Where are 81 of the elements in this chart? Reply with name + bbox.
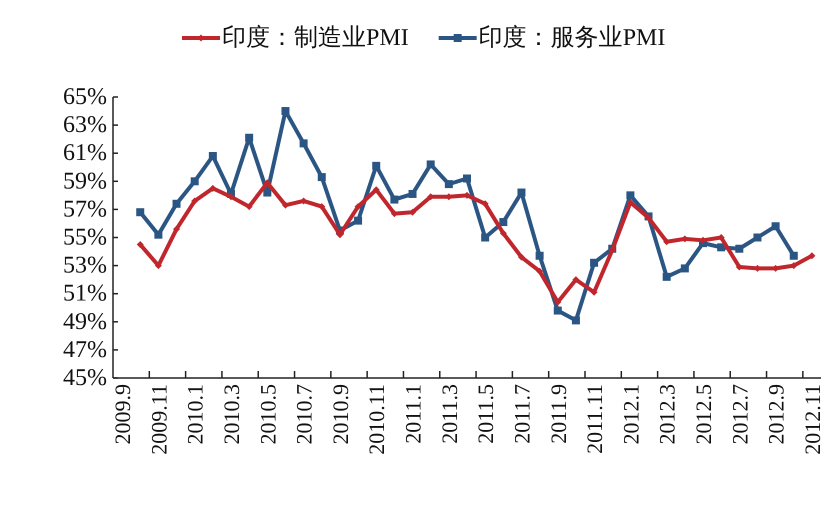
- x-tick-label: 2011.11: [582, 384, 608, 454]
- x-tick-label: 2010.11: [364, 384, 390, 455]
- point: [481, 234, 490, 242]
- point: [154, 230, 162, 239]
- y-tick-label: 57%: [63, 196, 107, 222]
- y-tick-label: 63%: [63, 112, 107, 138]
- x-tick-label: 2010.9: [328, 384, 353, 444]
- point: [408, 190, 417, 198]
- point: [626, 191, 634, 200]
- point: [536, 268, 544, 275]
- x-tick-label: 2010.3: [219, 384, 244, 444]
- x-tick-label: 2011.3: [436, 384, 462, 444]
- point: [662, 272, 671, 281]
- point: [772, 222, 780, 230]
- x-tick-label: 2011.1: [400, 384, 426, 444]
- y-tick-label: 65%: [63, 84, 107, 110]
- legend-label: 印度：制造业PMI: [222, 24, 409, 51]
- x-tick-label: 2010.1: [182, 384, 208, 444]
- point: [209, 184, 216, 192]
- x-tick-label: 2012.9: [764, 384, 789, 444]
- point: [753, 234, 762, 242]
- point: [518, 254, 525, 261]
- point: [136, 241, 144, 248]
- x-tick-label: 2012.7: [727, 384, 752, 444]
- point: [590, 258, 598, 267]
- y-tick-label: 59%: [63, 168, 107, 194]
- point: [318, 203, 326, 210]
- point: [717, 243, 726, 252]
- point: [390, 196, 398, 204]
- point: [228, 193, 234, 200]
- point: [208, 152, 217, 160]
- point: [372, 162, 380, 170]
- point: [136, 208, 144, 216]
- x-tick-label: 2012.11: [800, 384, 825, 455]
- point: [735, 244, 744, 253]
- y-tick-label: 45%: [63, 365, 107, 391]
- point: [500, 230, 507, 237]
- point: [246, 203, 253, 210]
- y-tick-label: 55%: [63, 224, 107, 250]
- point: [463, 174, 471, 182]
- x-tick-label: 2012.3: [654, 384, 680, 444]
- x-tick-label: 2009.9: [110, 384, 136, 444]
- point: [482, 200, 489, 208]
- point: [263, 188, 272, 197]
- legend-label: 印度：服务业PMI: [478, 24, 666, 51]
- x-tick-label: 2010.7: [292, 384, 317, 444]
- point: [173, 226, 180, 233]
- point: [318, 173, 326, 182]
- point: [680, 264, 689, 272]
- point: [264, 179, 271, 186]
- x-tick-label: 2012.1: [618, 384, 644, 444]
- x-tick-label: 2011.9: [546, 384, 571, 444]
- point: [499, 218, 508, 226]
- point: [190, 177, 199, 186]
- y-tick-label: 51%: [63, 280, 107, 307]
- point: [281, 107, 290, 116]
- x-tick-label: 2012.5: [691, 384, 716, 444]
- point: [790, 252, 798, 260]
- point: [554, 306, 562, 315]
- point: [354, 203, 362, 210]
- point: [572, 276, 580, 284]
- x-tick-label: 2009.11: [146, 384, 172, 455]
- point: [172, 200, 181, 208]
- point: [300, 139, 308, 148]
- x-tick-label: 2011.7: [509, 384, 534, 444]
- point: [372, 186, 380, 194]
- x-tick-label: 2011.5: [473, 384, 498, 444]
- y-tick-label: 61%: [63, 140, 107, 166]
- point: [572, 316, 580, 324]
- y-tick-label: 49%: [63, 308, 107, 335]
- point: [808, 252, 816, 260]
- point: [245, 134, 254, 142]
- point: [426, 160, 435, 168]
- point: [354, 216, 362, 225]
- y-tick-label: 47%: [63, 336, 107, 363]
- x-tick-label: 2010.5: [255, 384, 280, 444]
- point: [191, 197, 198, 204]
- point: [536, 252, 544, 260]
- y-tick-label: 53%: [63, 252, 107, 279]
- point: [444, 180, 453, 188]
- point: [517, 188, 526, 197]
